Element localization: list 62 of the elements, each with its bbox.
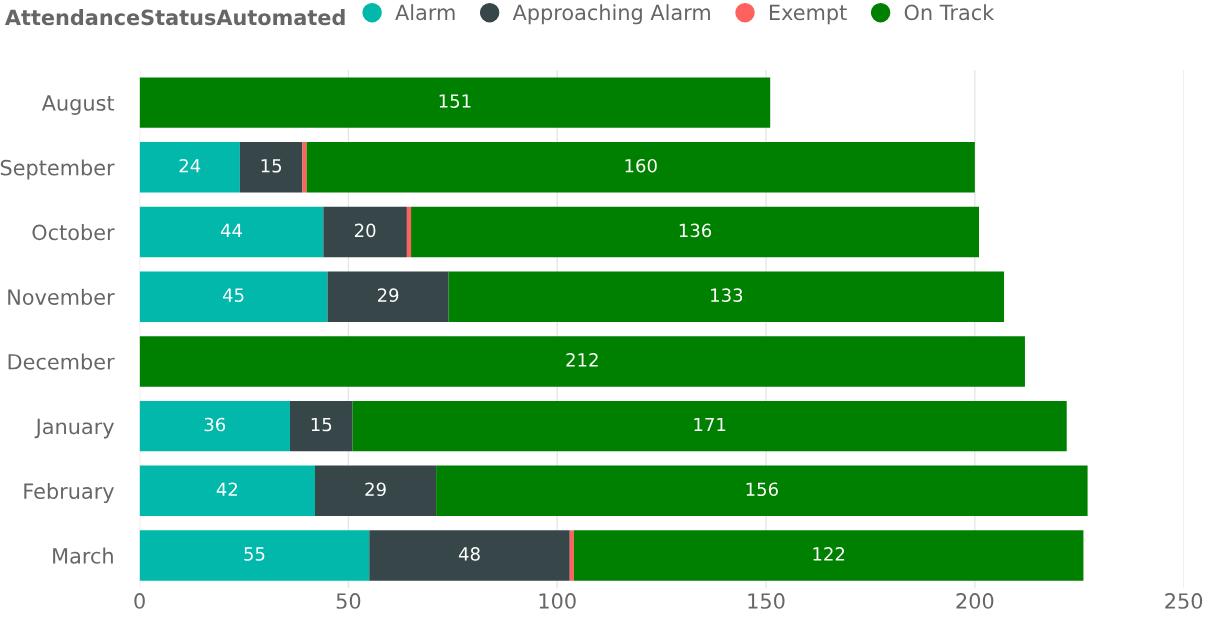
y-tick-label: December [8,353,115,370]
bar [139,206,324,258]
bar [569,530,574,581]
bar [369,530,570,581]
x-tick-label: 100 [539,593,576,609]
y-tick-label: March [53,547,113,564]
data-label: 156 [746,482,778,497]
data-label: 15 [311,417,332,432]
bar [139,530,370,581]
bar [436,465,1088,517]
data-label: 45 [222,288,244,302]
bar [139,271,328,322]
x-tick-label: 250 [1165,593,1203,609]
bar [315,465,437,517]
data-label: 48 [458,547,480,561]
x-tick-label: 50 [336,593,361,609]
y-tick-label: October [32,224,115,241]
data-label: 160 [625,158,657,173]
y-tick-label: September [0,159,115,180]
bar [239,142,303,193]
y-tick-label: November [8,288,115,305]
data-label: 44 [220,223,242,238]
bar [302,142,307,193]
data-label: 29 [377,288,399,302]
data-label: 29 [365,482,386,497]
bar [289,400,353,452]
bar [306,142,975,193]
data-label: 136 [679,223,712,238]
y-tick-label: February [24,482,114,504]
x-tick-label: 150 [748,593,785,609]
bar [139,400,290,452]
legend-title: AttendanceStatusAutomated [4,9,345,26]
bar [139,142,240,193]
legend-label: Approaching Alarm [512,4,710,25]
bar [406,206,412,258]
x-tick-label: 0 [134,593,145,609]
data-label: 24 [179,158,201,173]
bar [352,400,1067,452]
bar [139,336,1025,387]
bar [323,206,407,258]
data-label: 20 [354,223,376,238]
bar [139,465,316,517]
legend-label: Exempt [769,4,847,25]
bar [139,77,771,128]
bar [411,206,980,258]
data-label: 55 [244,547,265,561]
data-label: 212 [566,353,598,367]
bar [573,530,1084,581]
legend-label: Alarm [395,4,455,21]
data-label: 15 [261,159,282,173]
data-label: 42 [216,482,237,496]
data-label: 151 [439,94,471,108]
data-label: 133 [711,288,743,302]
data-label: 122 [813,547,845,561]
y-tick-label: August [41,95,115,115]
x-tick-label: 200 [956,593,994,609]
data-label: 36 [204,417,226,432]
bar [327,271,449,322]
y-tick-label: January [34,418,114,439]
data-label: 171 [694,417,726,432]
legend-label: On Track [904,4,995,21]
bar [448,271,1005,322]
